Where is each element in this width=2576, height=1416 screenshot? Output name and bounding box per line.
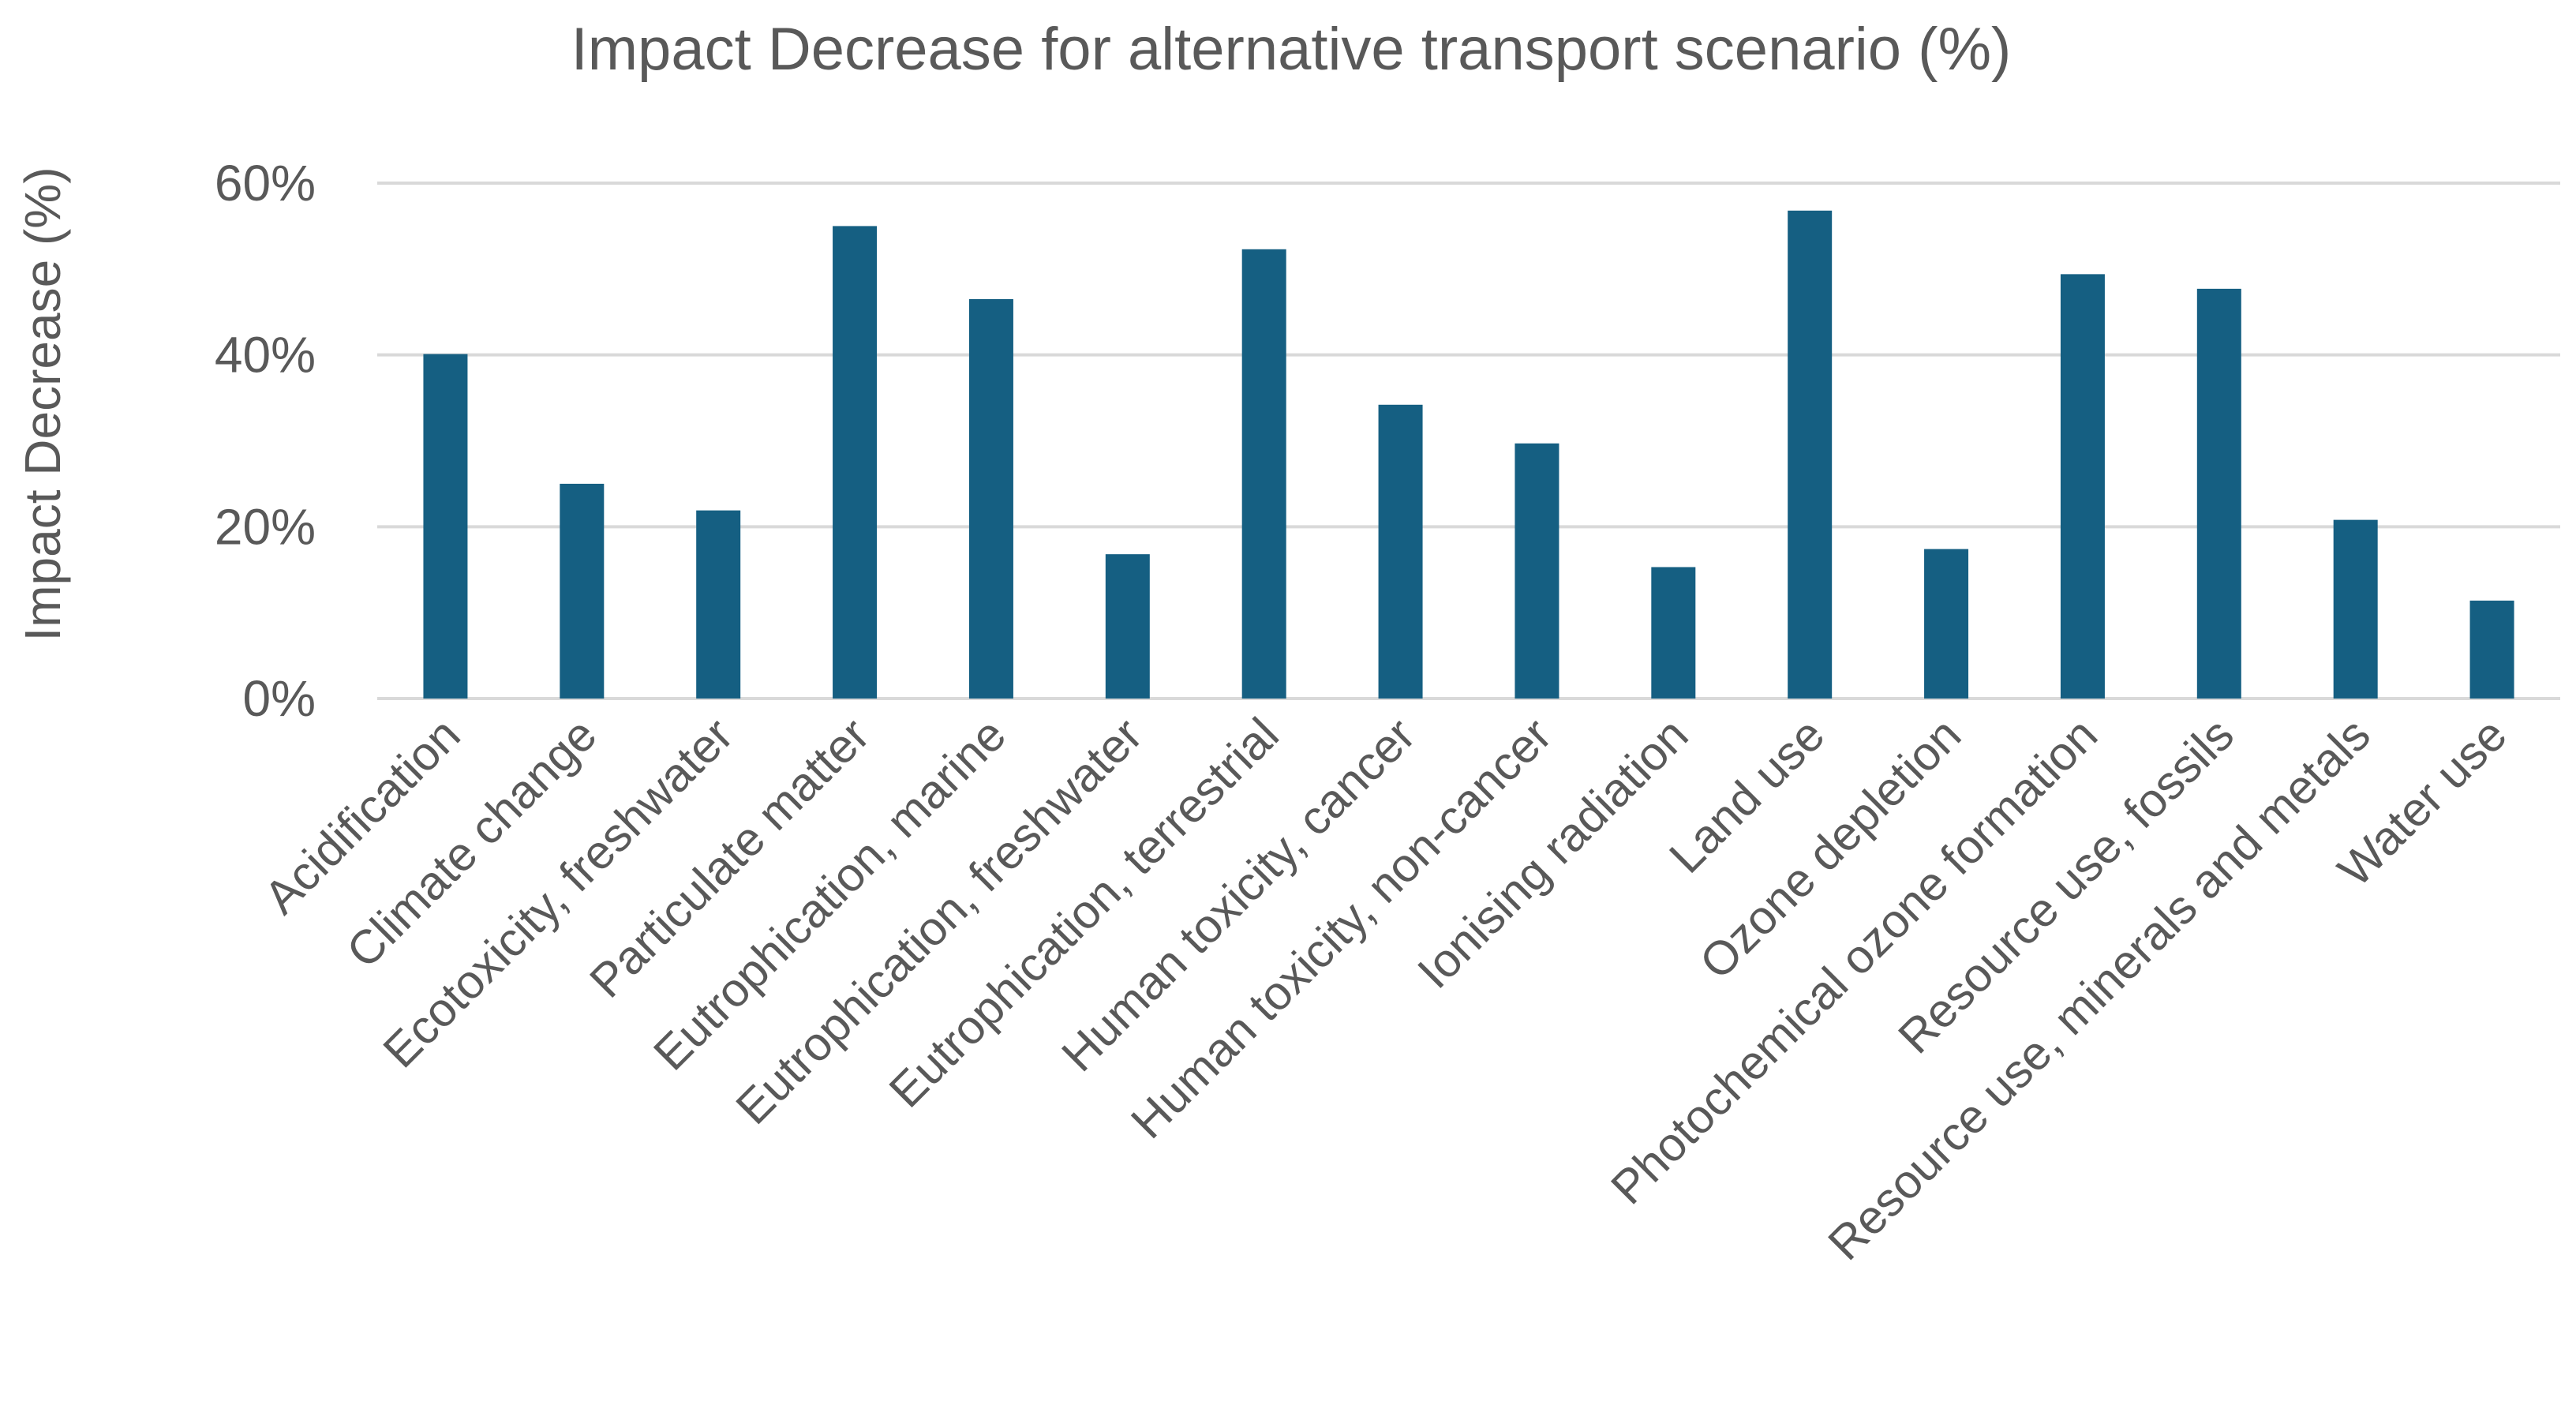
gridlines	[377, 182, 2560, 700]
bar	[2333, 519, 2378, 699]
bar	[1105, 554, 1150, 699]
bar	[2196, 288, 2241, 699]
y-tick-labels: 0% 20% 40% 60%	[215, 155, 316, 727]
bar	[1788, 210, 1833, 699]
bar	[423, 354, 468, 699]
y-axis-label: Impact Decrease (%)	[14, 167, 71, 641]
bar	[2060, 274, 2105, 699]
bar	[968, 298, 1013, 699]
y-tick-label: 0%	[243, 670, 316, 727]
bar	[1651, 567, 1696, 699]
chart-title: Impact Decrease for alternative transpor…	[571, 16, 2012, 83]
bar	[833, 226, 878, 699]
bar	[1241, 249, 1286, 699]
bar	[1378, 404, 1423, 699]
bar	[1924, 549, 1969, 699]
bar	[560, 483, 605, 699]
bar	[1515, 443, 1559, 699]
bars	[423, 210, 2514, 699]
y-tick-label: 20%	[215, 498, 316, 555]
y-tick-label: 40%	[215, 327, 316, 384]
category-label: Climate change	[336, 708, 606, 978]
category-label: Photochemical ozone formation	[1601, 708, 2107, 1215]
y-tick-label: 60%	[215, 155, 316, 212]
bar	[696, 510, 741, 699]
bar	[2469, 600, 2514, 699]
